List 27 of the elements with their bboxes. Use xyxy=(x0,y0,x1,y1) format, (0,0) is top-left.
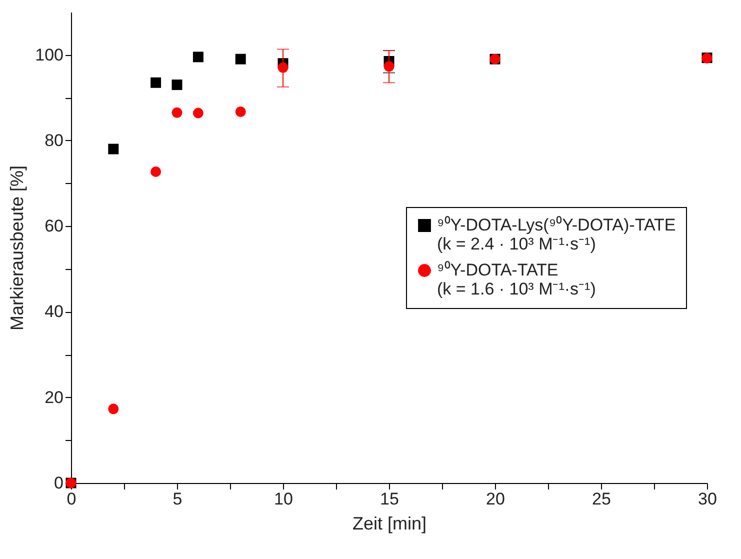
point xyxy=(235,54,246,64)
x-tick-label: 30 xyxy=(698,490,717,508)
point xyxy=(150,77,162,88)
y-tick-label: 40 xyxy=(44,302,64,322)
point xyxy=(172,107,182,118)
y-axis-title: Markierausbeute [%] xyxy=(7,165,28,331)
legend-label: ⁹⁰Y-DOTA-TATE (k = 1.6 · 10³ M⁻¹·s⁻¹) xyxy=(437,260,596,298)
point xyxy=(172,80,182,90)
x-tick-label: 15 xyxy=(380,490,399,508)
legend-label: ⁹⁰Y-DOTA-Lys(⁹⁰Y-DOTA)-TATE (k = 2.4 · 10³ M⁻¹·s⁻¹) xyxy=(437,216,676,254)
point xyxy=(108,144,119,154)
x-tick-label: 20 xyxy=(486,490,505,508)
x-axis-title: Zeit [min] xyxy=(352,514,427,534)
y-tick-label: 80 xyxy=(44,130,64,150)
x-tick-label: 0 xyxy=(66,490,76,508)
x-tick-label: 5 xyxy=(172,490,182,508)
x-tick-label: 10 xyxy=(274,490,293,508)
point xyxy=(150,166,162,177)
y-tick-label: 20 xyxy=(44,388,64,407)
point xyxy=(235,106,246,117)
y-tick-label: 60 xyxy=(44,216,64,236)
y-tick-label: 100 xyxy=(35,45,64,64)
point xyxy=(192,52,204,62)
y-tick-label: 0 xyxy=(54,474,64,492)
point xyxy=(108,404,119,414)
point xyxy=(192,108,204,118)
x-tick-label: 25 xyxy=(592,490,611,508)
